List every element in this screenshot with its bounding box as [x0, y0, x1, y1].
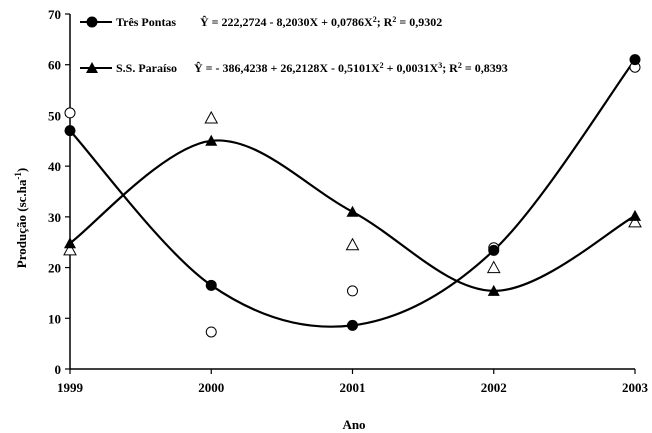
- y-tick-label: 10: [48, 311, 61, 326]
- fitted-point-s-s-paraiso: [629, 209, 641, 221]
- fitted-point-tres-pontas: [347, 319, 358, 331]
- y-tick-label: 40: [48, 159, 61, 174]
- y-tick-label: 0: [55, 362, 62, 377]
- legend-equation-tres-pontas: Ŷ = 222,2724 - 8,2030X + 0,0786X2; R2 = …: [200, 15, 442, 30]
- x-axis-title: Ano: [342, 417, 365, 432]
- legend-entry-ss-paraiso: S.S. Paraíso Ŷ = - 386,4238 + 26,2128X -…: [80, 61, 508, 76]
- fitted-point-tres-pontas: [629, 54, 641, 66]
- x-tick-label: 2000: [198, 380, 224, 395]
- legend-label-ss-paraiso: S.S. Paraíso: [116, 61, 177, 75]
- y-tick-label: 60: [48, 58, 61, 73]
- observed-point-s-s-paraiso: [204, 110, 219, 124]
- y-tick-label: 30: [48, 210, 61, 225]
- y-tick-label: 20: [48, 261, 61, 276]
- fitted-point-s-s-paraiso: [346, 205, 359, 217]
- fitted-point-s-s-paraiso: [487, 284, 500, 296]
- legend: Três Pontas Ŷ = 222,2724 - 8,2030X + 0,0…: [80, 15, 508, 76]
- y-tick-label: 50: [48, 108, 61, 123]
- observed-point-s-s-paraiso: [628, 214, 642, 228]
- x-tick-label: 2001: [340, 380, 366, 395]
- fitted-point-tres-pontas: [205, 279, 217, 291]
- x-tick-label: 2003: [622, 380, 649, 395]
- observed-point-tres-pontas: [347, 285, 358, 297]
- fitted-markers: [64, 54, 641, 331]
- x-tick-label: 1999: [57, 380, 84, 395]
- legend-entry-tres-pontas: Três Pontas Ŷ = 222,2724 - 8,2030X + 0,0…: [80, 15, 442, 30]
- y-axis-title: Produção (sc.ha-1): [13, 168, 29, 268]
- fitted-point-s-s-paraiso: [64, 237, 76, 249]
- fitted-point-s-s-paraiso: [205, 134, 218, 146]
- observed-point-s-s-paraiso: [63, 242, 77, 256]
- y-tick-label: 70: [48, 7, 61, 22]
- axes: 0 10 20 30 40 50 60 70 1999 2000 2001 2002 2003: [48, 7, 649, 395]
- fitted-point-tres-pontas: [488, 244, 500, 256]
- legend-label-tres-pontas: Três Pontas: [116, 15, 176, 29]
- legend-equation-ss-paraiso: Ŷ = - 386,4238 + 26,2128X - 0,5101X2 + 0…: [194, 61, 508, 76]
- observed-point-s-s-paraiso: [486, 260, 501, 274]
- legend-marker-circle: [86, 16, 98, 28]
- observed-point-tres-pontas: [205, 326, 217, 338]
- x-tick-label: 2002: [481, 380, 507, 395]
- observed-point-s-s-paraiso: [345, 237, 360, 251]
- legend-marker-triangle: [86, 62, 98, 73]
- observed-point-tres-pontas: [64, 107, 76, 119]
- observed-points: [63, 61, 642, 338]
- fitted-point-tres-pontas: [64, 125, 76, 137]
